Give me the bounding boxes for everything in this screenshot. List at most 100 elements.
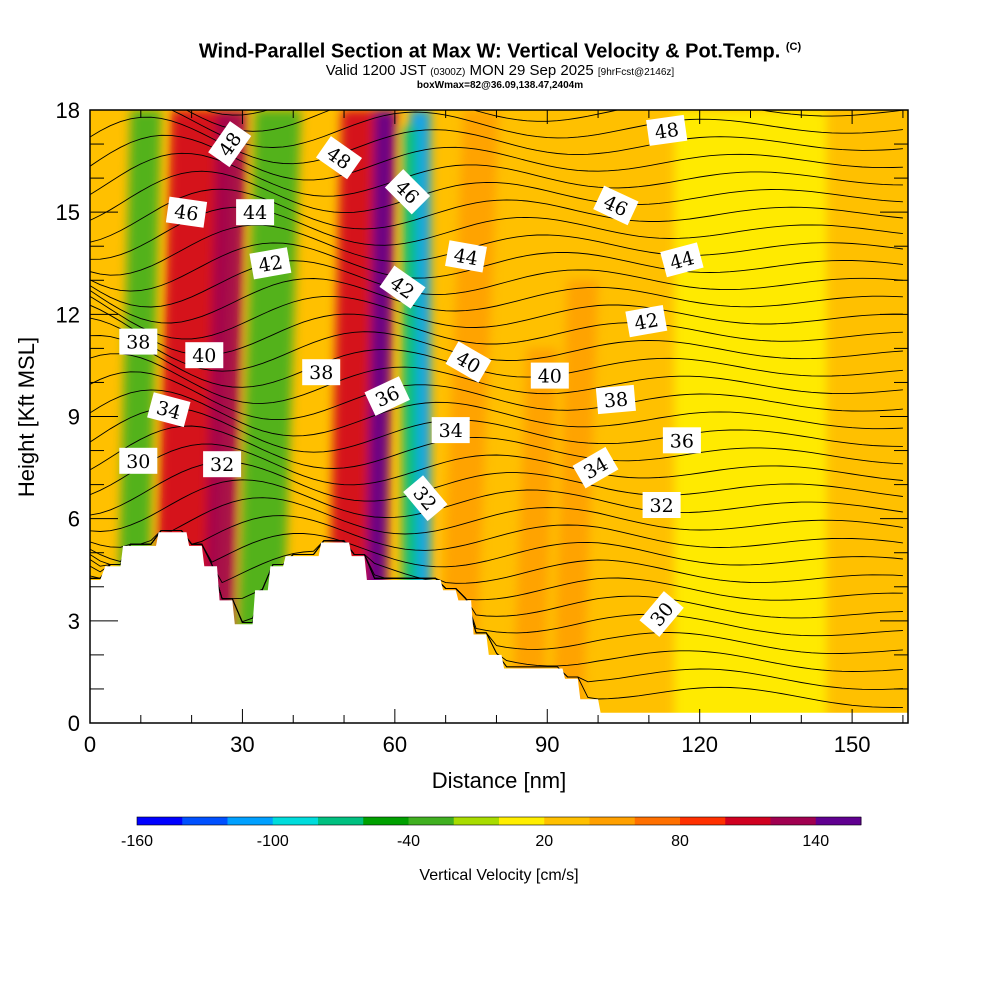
contour-label: 38 — [309, 362, 333, 384]
colorbar-swatch — [408, 817, 455, 825]
x-tick-label: 30 — [230, 732, 254, 757]
contour-label-group: 34 — [147, 392, 191, 428]
colorbar-swatch — [725, 817, 771, 825]
contour-label-group: 46 — [165, 196, 208, 228]
contour-label-bg — [625, 304, 668, 338]
contour-label: 38 — [126, 332, 150, 354]
velocity-band-10 — [552, 280, 599, 723]
contour-label: 30 — [126, 451, 150, 473]
colorbar-swatch — [453, 817, 500, 825]
y-tick-label: 15 — [56, 200, 80, 225]
chart-title-main: Wind-Parallel Section at Max W: Vertical… — [198, 40, 781, 63]
y-tick-label: 9 — [68, 405, 80, 430]
contour-label-group: 30 — [119, 447, 158, 474]
theta-contour-line — [90, 317, 903, 372]
theta-contour-line — [90, 530, 903, 601]
contour-label: 38 — [603, 388, 629, 412]
colorbar-title: Vertical Velocity [cm/s] — [419, 867, 578, 884]
contour-label: 32 — [210, 454, 234, 476]
y-tick-label: 6 — [68, 507, 80, 532]
contour-label-bg — [119, 447, 158, 474]
x-tick-label: 90 — [535, 732, 559, 757]
terrain-fill — [90, 532, 908, 723]
contour-label: 40 — [538, 366, 562, 388]
theta-contour-line — [90, 443, 903, 496]
valid-utc: (0300Z) — [430, 66, 466, 78]
colorbar-tick-label: 140 — [802, 833, 829, 850]
theta-contour-line — [90, 335, 903, 388]
theta-contour-line — [90, 515, 903, 563]
colorbar-swatch — [137, 817, 183, 825]
contour-label-group: 38 — [119, 328, 158, 355]
contour-label-group: 32 — [642, 492, 681, 518]
y-tick-label: 3 — [68, 609, 80, 634]
colorbar-swatch — [770, 817, 817, 825]
theta-contour-line — [90, 425, 903, 471]
theta-contour-line — [90, 242, 903, 292]
colorbar-tick-label: 80 — [671, 833, 689, 850]
contour-label-bg — [236, 199, 275, 226]
y-axis-title: Height [Kft MSL] — [14, 337, 39, 497]
colorbar-swatch — [634, 817, 681, 825]
theta-contour-line — [90, 530, 903, 568]
colorbar-tick-label: 20 — [535, 833, 553, 850]
contour-label-bg — [165, 196, 208, 228]
theta-contour-line — [90, 371, 903, 421]
valid-date: MON 29 Sep 2025 — [469, 61, 594, 79]
y-tick-label: 0 — [68, 711, 80, 736]
colorbar-swatch — [499, 817, 545, 825]
contour-label-bg — [530, 362, 569, 389]
contour-label-group: 32 — [203, 451, 242, 478]
velocity-band-9 — [511, 348, 558, 723]
velocity-band-11 — [674, 110, 827, 723]
theta-contour-line — [90, 530, 903, 584]
x-tick-label: 0 — [84, 732, 96, 757]
theta-contour-line — [90, 497, 903, 548]
theta-contour-line — [90, 260, 903, 308]
contour-label-bg — [364, 376, 410, 416]
colorbar-swatch — [544, 817, 590, 825]
contour-label-group: 48 — [315, 136, 363, 180]
contour-label-bg — [662, 427, 701, 454]
chart-title: Wind-Parallel Section at Max W: Vertical… — [0, 36, 1000, 63]
contour-label-bg — [403, 475, 448, 522]
forecast-info: [9hrFcst@2146z] — [597, 66, 675, 78]
contour-label-group: 38 — [302, 359, 341, 386]
colorbar-swatch — [589, 817, 636, 825]
contour-label: 44 — [243, 202, 267, 224]
contour-label-group: 40 — [445, 341, 492, 383]
contour-label: 46 — [173, 201, 200, 226]
contour-label-bg — [208, 121, 252, 168]
colorbar-swatch — [680, 817, 726, 825]
valid-prefix: Valid 1200 JST — [325, 61, 427, 79]
theta-contour-line — [90, 278, 903, 324]
contour-label-bg — [203, 451, 242, 478]
theta-contour-line — [203, 110, 270, 116]
theta-contour-line — [90, 389, 903, 437]
contour-label-bg — [249, 247, 292, 280]
theta-contour-line — [90, 479, 903, 532]
theta-contour-line — [90, 188, 903, 243]
contour-label: 42 — [257, 251, 285, 277]
theta-contour-line — [90, 407, 903, 453]
contour-label-group: 40 — [185, 342, 224, 369]
colorbar-swatch — [318, 817, 364, 825]
contour-label-bg — [639, 591, 684, 637]
contour-label-bg — [646, 114, 688, 146]
x-axis-title: Distance [nm] — [432, 768, 567, 793]
valid-time: Valid 1200 JST (0300Z) MON 29 Sep 2025 [… — [0, 63, 1000, 80]
x-tick-label: 60 — [383, 732, 407, 757]
contour-label-bg — [595, 384, 636, 415]
colorbar-swatch — [815, 817, 862, 825]
contour-label-bg — [384, 169, 431, 215]
colorbar-frame — [136, 816, 862, 826]
contour-label-group: 42 — [249, 247, 292, 280]
contour-label-group: 38 — [595, 384, 636, 415]
contour-label: 44 — [452, 244, 480, 270]
contour-label: 32 — [650, 495, 674, 517]
colorbar-tick-label: -160 — [121, 833, 153, 850]
contour-label-bg — [642, 492, 681, 518]
contour-label: 48 — [653, 119, 680, 144]
contour-label-group: 44 — [660, 242, 704, 278]
